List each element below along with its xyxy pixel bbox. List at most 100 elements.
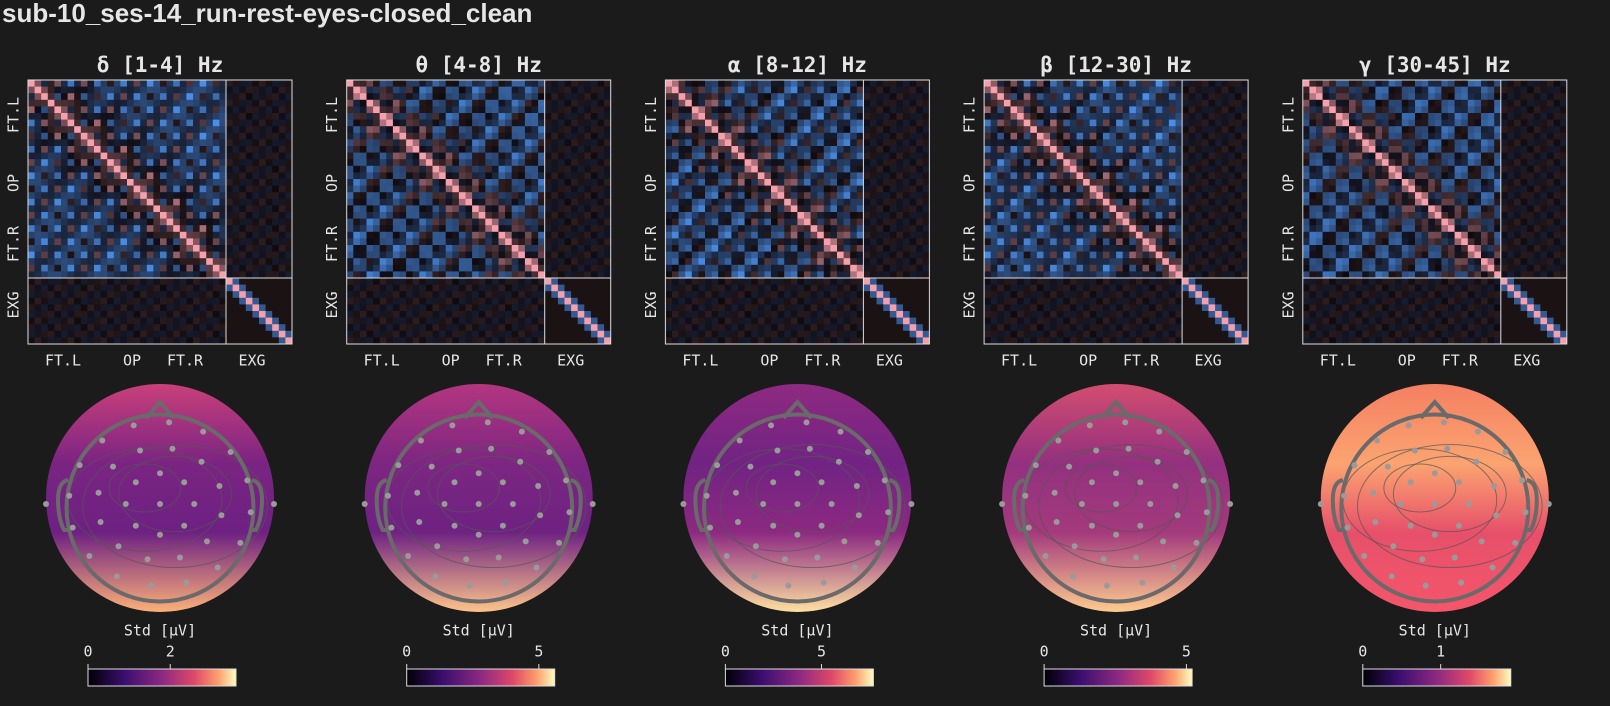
- matrix-cell: [74, 330, 82, 338]
- matrix-cell: [472, 278, 479, 285]
- matrix-cell: [856, 99, 864, 107]
- matrix-cell: [691, 159, 699, 167]
- matrix-cell: [133, 291, 141, 299]
- matrix-cell: [531, 172, 539, 180]
- matrix-cell: [472, 132, 479, 140]
- matrix-cell: [903, 212, 910, 219]
- matrix-cell: [830, 218, 838, 226]
- matrix-cell: [850, 218, 858, 226]
- matrix-cell: [590, 212, 598, 219]
- matrix-cell: [386, 278, 394, 285]
- matrix-cell: [665, 337, 673, 345]
- matrix-cell: [751, 165, 759, 173]
- matrix-cell: [278, 264, 286, 272]
- matrix-cell: [524, 264, 532, 272]
- matrix-cell: [379, 152, 387, 160]
- matrix-cell: [206, 297, 214, 305]
- matrix-cell: [67, 80, 75, 87]
- matrix-cell: [491, 119, 499, 127]
- matrix-cell: [870, 251, 877, 259]
- matrix-cell: [226, 113, 233, 120]
- matrix-cell: [551, 337, 559, 345]
- matrix-cell: [439, 132, 446, 140]
- matrix-cell: [771, 317, 778, 325]
- matrix-cell: [571, 337, 578, 345]
- matrix-cell: [54, 212, 62, 219]
- matrix-cell: [571, 278, 578, 285]
- matrix-cell: [922, 225, 930, 233]
- matrix-cell: [577, 165, 585, 173]
- ear: [888, 478, 902, 532]
- matrix-cell: [472, 231, 479, 239]
- matrix-cell: [245, 251, 253, 259]
- matrix-cell: [738, 297, 745, 305]
- matrix-cell: [557, 251, 565, 259]
- matrix-cell: [285, 258, 293, 266]
- matrix-cell: [498, 258, 506, 266]
- matrix-cell: [491, 291, 499, 299]
- matrix-cell: [771, 278, 778, 285]
- matrix-cell: [252, 330, 260, 338]
- topomap: [364, 384, 593, 612]
- matrix-cell: [810, 330, 818, 338]
- matrix-cell: [392, 99, 400, 107]
- matrix-cell: [386, 284, 394, 292]
- matrix-cell: [551, 113, 559, 120]
- matrix-cell: [406, 231, 413, 239]
- matrix-cell: [425, 225, 433, 233]
- sensor: [147, 582, 154, 589]
- matrix-cell: [771, 80, 778, 87]
- matrix-cell: [166, 126, 174, 134]
- matrix-cell: [179, 317, 187, 325]
- matrix-cell: [711, 271, 719, 279]
- matrix-cell: [61, 113, 68, 120]
- matrix-cell: [518, 198, 526, 206]
- matrix-cell: [691, 212, 699, 219]
- matrix-cell: [373, 99, 380, 107]
- matrix-cell: [212, 225, 220, 233]
- matrix-cell: [896, 99, 904, 107]
- matrix-cell: [353, 185, 361, 193]
- matrix-cell: [856, 330, 864, 338]
- matrix-cell: [903, 126, 910, 134]
- matrix-cell: [685, 205, 693, 213]
- matrix-cell: [412, 205, 420, 213]
- matrix-cell: [718, 337, 726, 345]
- matrix-cell: [571, 225, 578, 233]
- matrix-cell: [107, 225, 115, 233]
- matrix-cell: [353, 192, 361, 200]
- matrix-cell: [870, 291, 877, 299]
- matrix-cell: [883, 132, 891, 140]
- matrix-cell: [28, 291, 35, 299]
- matrix-cell: [718, 205, 726, 213]
- matrix-cell: [100, 139, 108, 147]
- matrix-cell: [718, 231, 726, 239]
- matrix-cell: [790, 198, 798, 206]
- matrix-cell: [564, 198, 572, 206]
- matrix-cell: [166, 264, 174, 272]
- matrix-cell: [823, 245, 831, 252]
- matrix-cell: [61, 159, 68, 167]
- matrix-cell: [399, 297, 407, 305]
- matrix-cell: [232, 165, 240, 173]
- matrix-cell: [199, 297, 207, 305]
- matrix-cell: [757, 231, 765, 239]
- matrix-cell: [359, 179, 367, 186]
- matrix-cell: [153, 185, 161, 193]
- matrix-cell: [678, 152, 686, 160]
- matrix-cell: [544, 119, 552, 127]
- matrix-cell: [738, 330, 745, 338]
- matrix-cell: [193, 159, 200, 167]
- matrix-cell: [856, 152, 864, 160]
- matrix-cell: [830, 271, 838, 279]
- matrix-cell: [186, 324, 194, 332]
- matrix-cell: [883, 330, 891, 338]
- matrix-cell: [738, 264, 745, 272]
- matrix-cell: [705, 93, 712, 101]
- matrix-cell: [186, 205, 194, 213]
- matrix-cell: [419, 218, 427, 226]
- matrix-cell: [518, 271, 526, 279]
- matrix-cell: [903, 86, 910, 94]
- matrix-cell: [146, 192, 154, 200]
- matrix-cell: [823, 330, 831, 338]
